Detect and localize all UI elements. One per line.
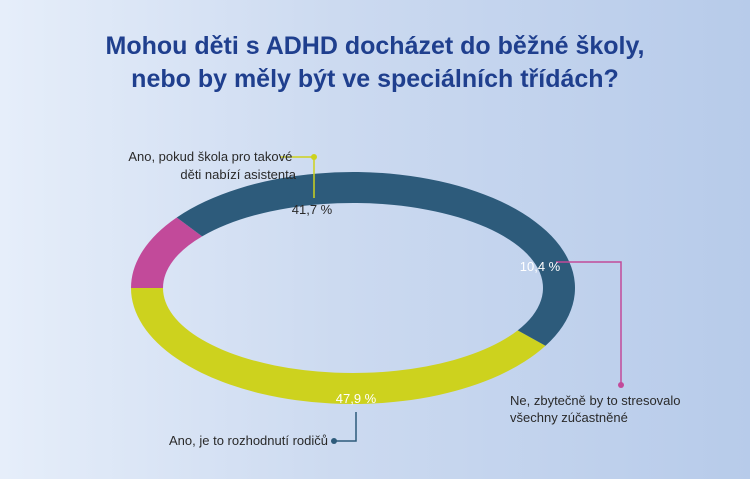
value-label-blue: 47,9 % [336, 391, 377, 406]
category-label-blue: Ano, je to rozhodnutí rodičů [169, 433, 328, 448]
slice-blue [176, 172, 575, 346]
category-label-yellow: Ano, pokud škola pro takové děti nabízí … [128, 149, 296, 182]
leader-line-magenta [556, 261, 622, 385]
value-label-yellow: 41,7 % [292, 202, 333, 217]
leader-dot-yellow [311, 154, 317, 160]
leader-dot-blue [331, 438, 337, 444]
leader-line-blue [334, 412, 357, 442]
leader-dot-magenta [618, 382, 624, 388]
category-label-magenta: Ne, zbytečně by to stresovalo všechny zú… [510, 393, 684, 425]
slice-yellow [131, 288, 546, 404]
title-line-2: nebo by měly být ve speciálních třídách? [131, 65, 619, 93]
chart-title: Mohou děti s ADHD docházet do běžné škol… [0, 30, 750, 96]
title-line-1: Mohou děti s ADHD docházet do běžné škol… [105, 32, 645, 60]
slice-magenta [131, 217, 203, 288]
value-label-magenta: 10,4 % [520, 259, 561, 274]
